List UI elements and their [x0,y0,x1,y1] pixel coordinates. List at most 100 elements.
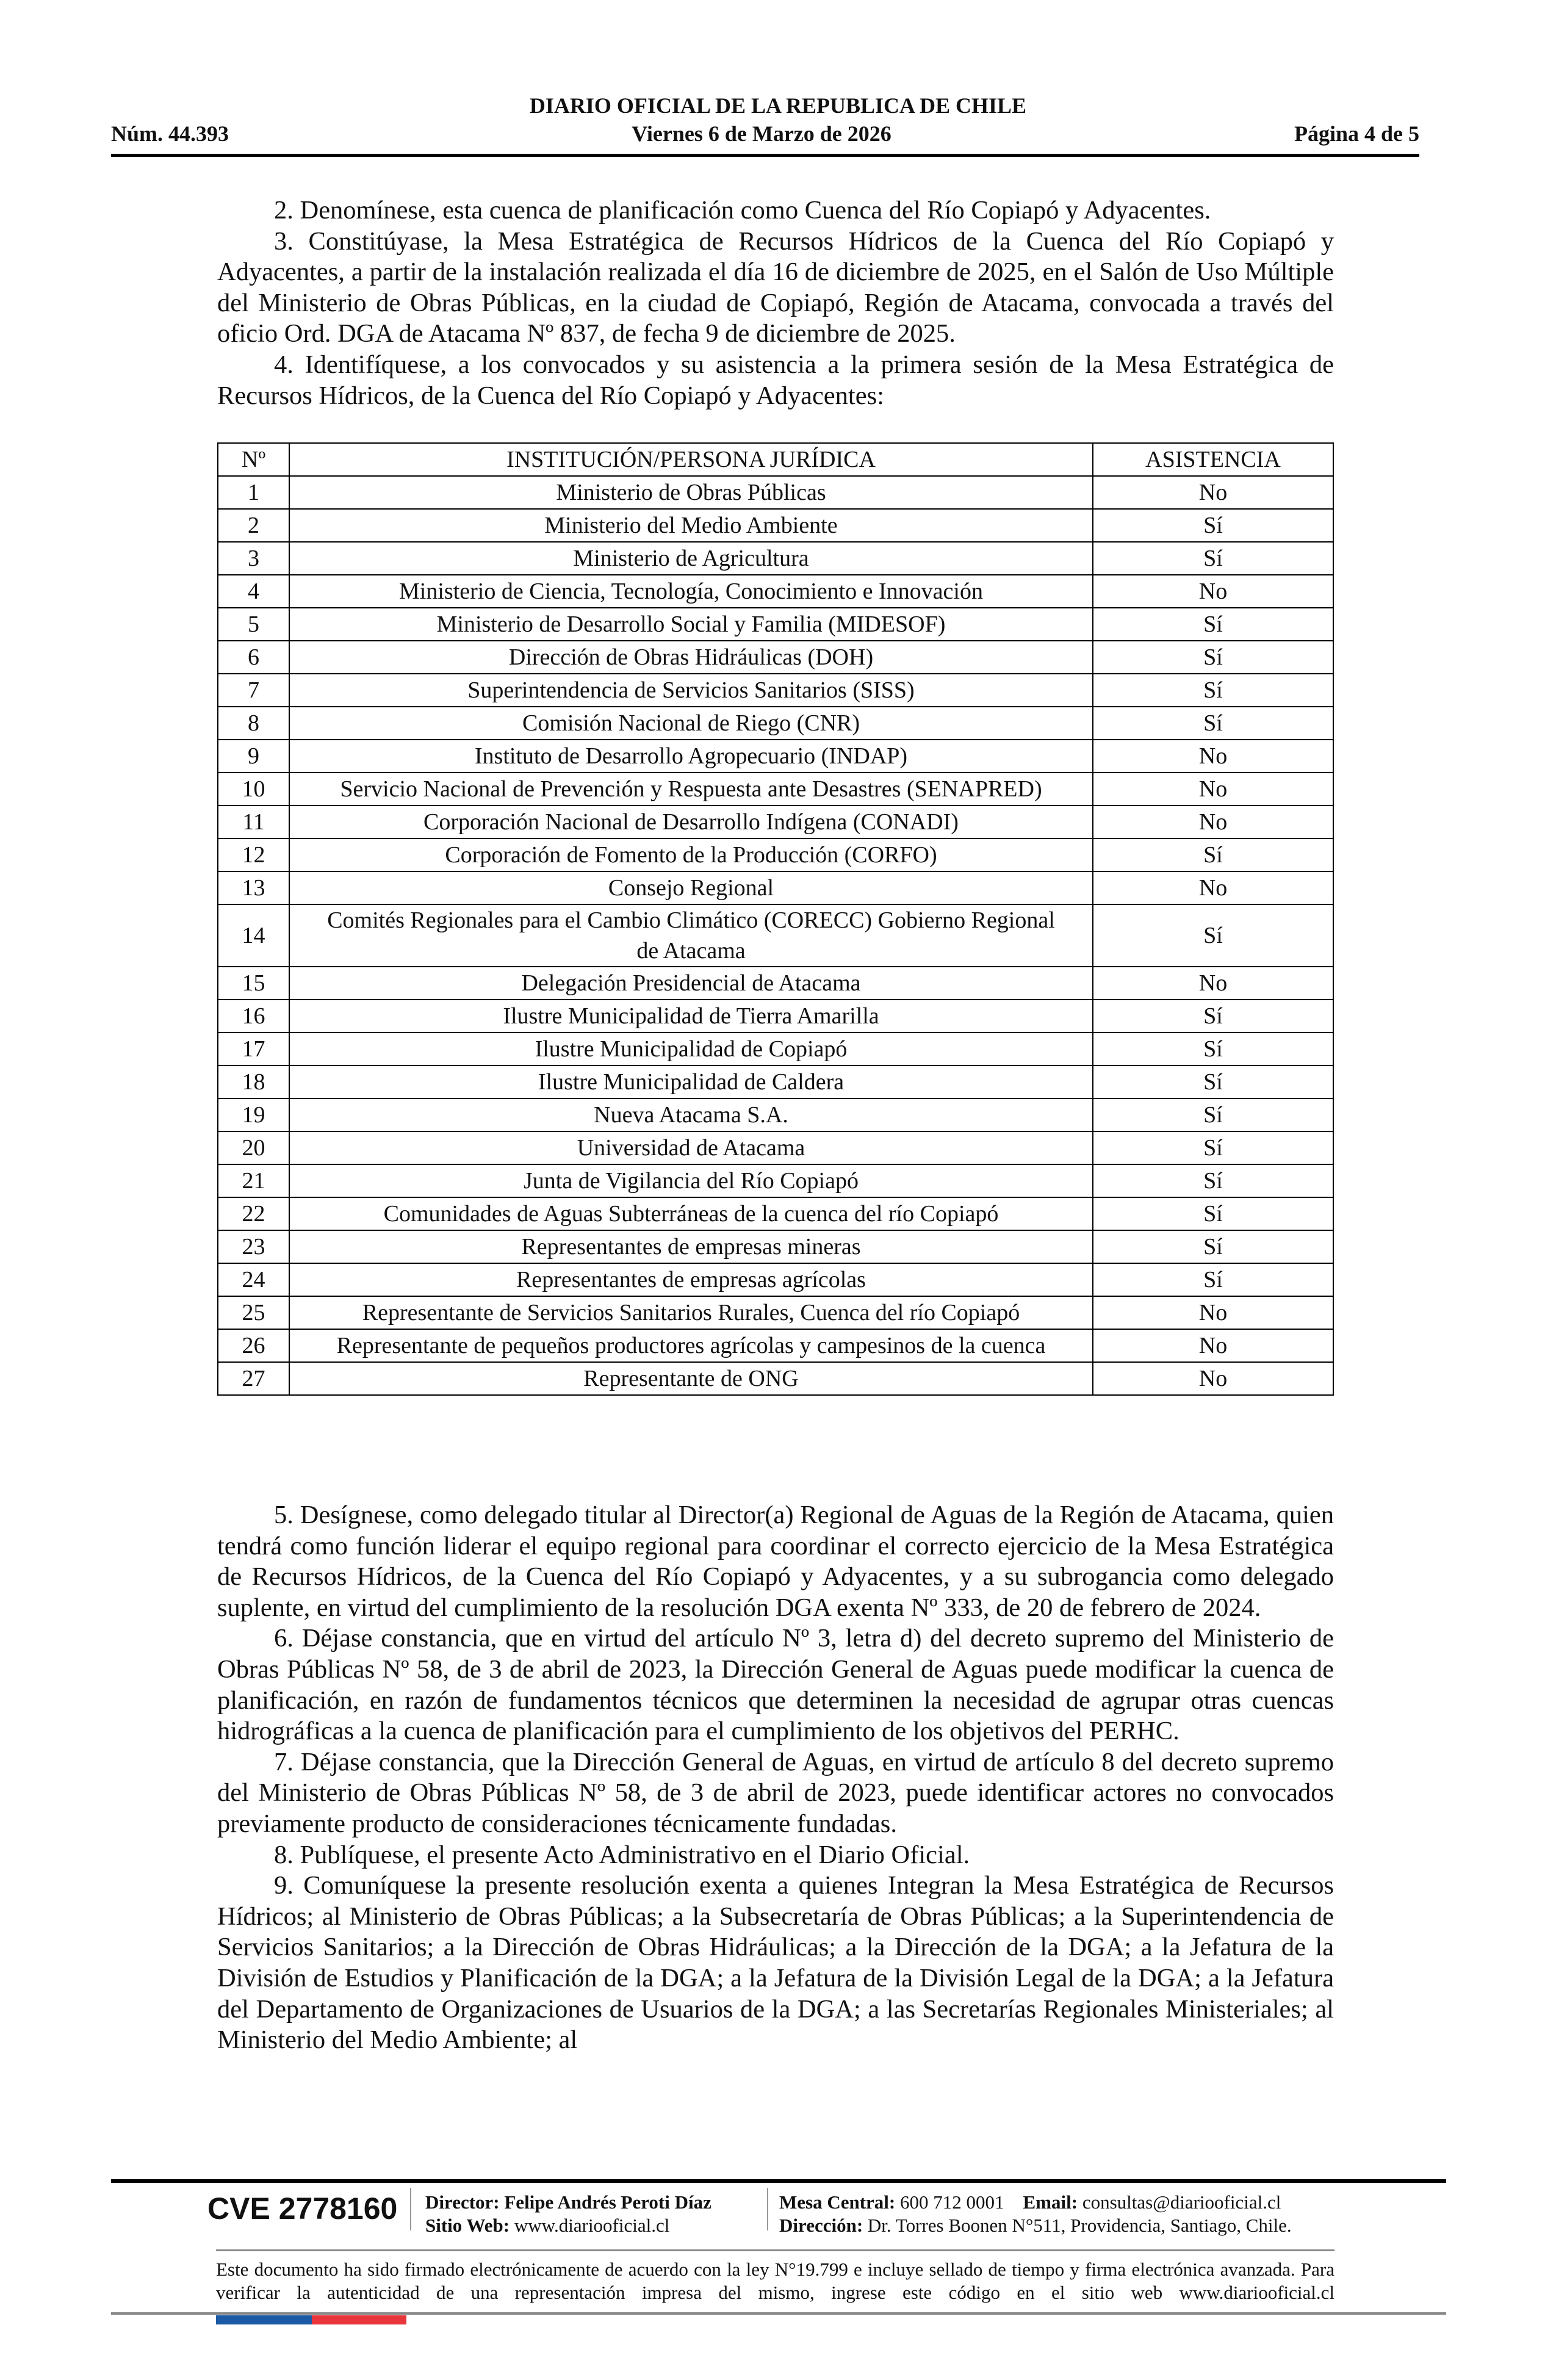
table-row: 25 Representante de Servicios Sanitarios … [217,1296,1334,1330]
row-institution: Ministerio de Ciencia, Tecnología, Conoc… [289,574,1093,608]
paragraph-9: 9. Comuníquese la presente resolución ex… [217,1871,1334,2055]
table-row: 6 Dirección de Obras Hidráulicas (DOH) Sí [217,640,1334,674]
table-row: 23 Representantes de empresas mineras Sí [217,1230,1334,1264]
table-row: 21 Junta de Vigilancia del Río Copiapó Sí [217,1164,1334,1198]
row-attendance: Sí [1092,1131,1334,1165]
table-row: 17 Ilustre Municipalidad de Copiapó Sí [217,1032,1334,1066]
paragraph-3: 3. Constitúyase, la Mesa Estratégica de … [217,226,1334,348]
table-row: 16 Ilustre Municipalidad de Tierra Amaril… [217,999,1334,1033]
row-institution: Representantes de empresas agrícolas [289,1263,1093,1297]
flag-stripe-blue [216,2315,312,2324]
row-attendance: No [1092,1361,1334,1396]
row-institution: Comités Regionales para el Cambio Climát… [289,904,1093,967]
row-number: 9 [217,739,290,773]
website-link[interactable]: www.diariooficial.cl [514,2215,670,2236]
footer-rule-3 [111,2312,1446,2315]
paragraph-6: 6. Déjase constancia, que en virtud del … [217,1624,1334,1746]
row-number: 24 [217,1263,290,1297]
table-row: 18 Ilustre Municipalidad de Caldera Sí [217,1065,1334,1099]
row-institution: Ministerio de Agricultura [289,541,1093,575]
row-number: 22 [217,1197,290,1231]
attendance-table: Nº INSTITUCIÓN/PERSONA JURÍDICA ASISTENC… [217,442,1334,1396]
row-number: 25 [217,1296,290,1330]
table-row: 8 Comisión Nacional de Riego (CNR) Sí [217,706,1334,740]
row-institution: Corporación de Fomento de la Producción … [289,838,1093,872]
table-row: 5 Ministerio de Desarrollo Social y Famil… [217,607,1334,641]
row-attendance: Sí [1092,640,1334,674]
table-row: 9 Instituto de Desarrollo Agropecuario (I… [217,739,1334,773]
table-row: 7 Superintendencia de Servicios Sanitario… [217,673,1334,707]
row-institution: Representante de pequeños productores ag… [289,1329,1093,1363]
director-name: Felipe Andrés Peroti Díaz [504,2191,711,2213]
row-institution: Consejo Regional [289,871,1093,905]
row-number: 21 [217,1164,290,1198]
row-institution: Ministerio del Medio Ambiente [289,508,1093,543]
row-institution: Ilustre Municipalidad de Tierra Amarilla [289,999,1093,1033]
row-attendance: No [1092,475,1334,510]
paragraph-4: 4. Identifíquese, a los convocados y su … [217,350,1334,410]
row-institution: Representante de Servicios Sanitarios Ru… [289,1296,1093,1330]
row-institution: Representante de ONG [289,1361,1093,1396]
row-number: 13 [217,871,290,905]
row-number: 15 [217,966,290,1000]
row-attendance: Sí [1092,607,1334,641]
address-label: Dirección: [779,2215,863,2236]
table-row: 24 Representantes de empresas agrícolas Sí [217,1263,1334,1297]
row-number: 19 [217,1098,290,1132]
flag-stripe-red [312,2315,406,2324]
paragraph-2: 2. Denomínese, esta cuenca de planificac… [274,196,1211,225]
row-number: 12 [217,838,290,872]
row-number: 23 [217,1230,290,1264]
row-attendance: Sí [1092,1230,1334,1264]
row-attendance: Sí [1092,1065,1334,1099]
footer-divider [767,2188,768,2230]
body-bottom: 5. Desígnese, como delegado titular al D… [217,1500,1334,2056]
table-row: 13 Consejo Regional No [217,871,1334,905]
row-number: 16 [217,999,290,1033]
row-number: 10 [217,772,290,806]
row-attendance: No [1092,1329,1334,1363]
email-link[interactable]: consultas@diariooficial.cl [1082,2191,1281,2213]
row-number: 2 [217,508,290,543]
issue-date: Viernes 6 de Marzo de 2026 [632,121,891,146]
row-institution: Ministerio de Obras Públicas [289,475,1093,510]
row-attendance: Sí [1092,541,1334,575]
paragraph-8: 8. Publíquese, el presente Acto Administ… [274,1840,970,1869]
footer-contact-block: Mesa Central: 600 712 0001 Email: consul… [779,2191,1292,2237]
row-attendance: Sí [1092,904,1334,967]
signature-disclaimer: Este documento ha sido firmado electróni… [216,2259,1334,2303]
row-number: 6 [217,640,290,674]
row-number: 1 [217,475,290,510]
table-row: 12 Corporación de Fomento de la Producció… [217,838,1334,872]
row-institution: Ministerio de Desarrollo Social y Famili… [289,607,1093,641]
phone: 600 712 0001 [900,2191,1004,2213]
row-attendance: No [1092,1296,1334,1330]
row-attendance: Sí [1092,999,1334,1033]
row-number: 26 [217,1329,290,1363]
row-institution: Delegación Presidencial de Atacama [289,966,1093,1000]
row-institution: Ilustre Municipalidad de Copiapó [289,1032,1093,1066]
cve-code: CVE 2778160 [207,2191,398,2226]
row-number: 27 [217,1361,290,1396]
table-row: 10 Servicio Nacional de Prevención y Resp… [217,772,1334,806]
row-institution: Servicio Nacional de Prevención y Respue… [289,772,1093,806]
header-rule [111,154,1419,157]
col-institution: INSTITUCIÓN/PERSONA JURÍDICA [289,442,1093,477]
row-number: 7 [217,673,290,707]
row-attendance: No [1092,805,1334,839]
table-row: 11 Corporación Nacional de Desarrollo Ind… [217,805,1334,839]
row-institution: Ilustre Municipalidad de Caldera [289,1065,1093,1099]
table-row: 3 Ministerio de Agricultura Sí [217,541,1334,575]
paragraph-5: 5. Desígnese, como delegado titular al D… [217,1501,1334,1622]
col-attendance: ASISTENCIA [1092,442,1334,477]
row-attendance: Sí [1092,1197,1334,1231]
footer-rule [111,2179,1446,2183]
row-number: 3 [217,541,290,575]
row-institution: Comisión Nacional de Riego (CNR) [289,706,1093,740]
row-number: 20 [217,1131,290,1165]
row-attendance: Sí [1092,706,1334,740]
row-number: 5 [217,607,290,641]
row-attendance: Sí [1092,1098,1334,1132]
row-institution: Universidad de Atacama [289,1131,1093,1165]
table-row: 14 Comités Regionales para el Cambio Clim… [217,904,1334,967]
